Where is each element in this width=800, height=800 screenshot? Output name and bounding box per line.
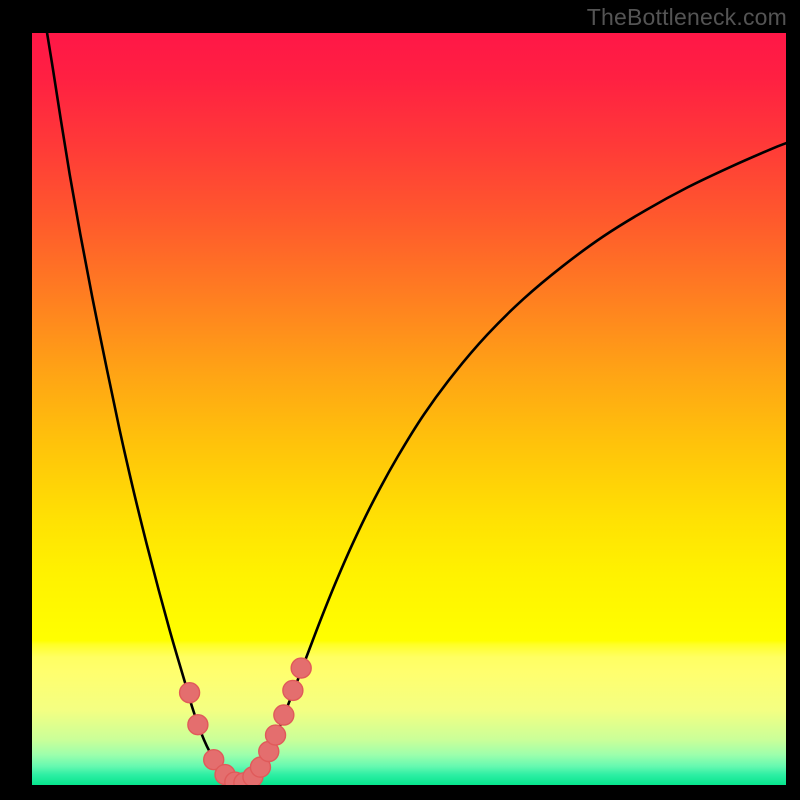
marker-dot (180, 683, 200, 703)
chart-svg (32, 33, 786, 785)
marker-dot (283, 680, 303, 700)
chart-background (32, 33, 786, 785)
stage: TheBottleneck.com (0, 0, 800, 800)
marker-dot (291, 658, 311, 678)
marker-dot (188, 715, 208, 735)
marker-dot (266, 725, 286, 745)
marker-dot (274, 705, 294, 725)
watermark-label: TheBottleneck.com (587, 4, 787, 31)
chart-plot-area (32, 33, 786, 785)
